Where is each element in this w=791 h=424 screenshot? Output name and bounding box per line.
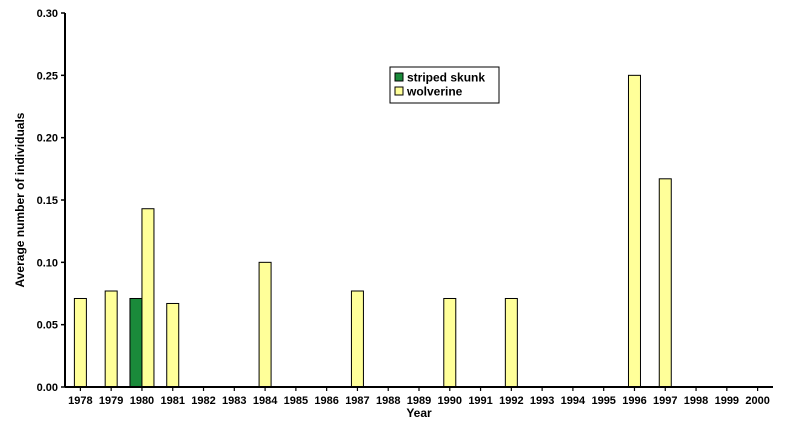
x-tick-label: 1982 <box>191 395 215 407</box>
x-tick-label: 1986 <box>314 395 338 407</box>
bar-striped-skunk-1980 <box>129 297 143 388</box>
y-tick-label: 0.15 <box>37 195 58 207</box>
x-tick-label: 2000 <box>745 395 769 407</box>
y-tick-label: 0.10 <box>37 257 58 269</box>
x-tick-label: 1989 <box>407 395 431 407</box>
x-tick-label: 1981 <box>160 395 184 407</box>
x-tick-label: 1983 <box>222 395 246 407</box>
bar-wolverine-1981 <box>166 302 180 388</box>
x-tick-label: 1993 <box>530 395 554 407</box>
legend: striped skunk wolverine <box>389 66 500 104</box>
bar-wolverine-1984 <box>258 261 272 388</box>
bar-wolverine-1979 <box>104 290 118 388</box>
x-tick-label: 1990 <box>438 395 462 407</box>
x-axis-ticks: 1978 1979 1980 1981 1982 1983 1984 1985 1986 1987… <box>68 387 770 407</box>
x-tick-label: 1997 <box>653 395 677 407</box>
x-tick-label: 1992 <box>499 395 523 407</box>
bar-wolverine-1996 <box>627 74 641 388</box>
bar-wolverine-1978 <box>73 297 87 388</box>
x-tick-label: 1999 <box>715 395 739 407</box>
y-tick-label: 0.25 <box>37 70 58 82</box>
x-tick-label: 1988 <box>376 395 400 407</box>
legend-swatch-wolverine <box>394 86 404 96</box>
bar-wolverine-1997 <box>658 178 672 388</box>
x-tick-label: 1991 <box>468 395 492 407</box>
x-tick-label: 1998 <box>684 395 708 407</box>
x-tick-label: 1978 <box>68 395 92 407</box>
x-axis-title: Year <box>406 406 432 420</box>
y-tick-label: 0.00 <box>37 382 58 394</box>
bar-wolverine-1992 <box>504 297 518 388</box>
y-tick-label: 0.20 <box>37 133 58 145</box>
x-tick-label: 1995 <box>591 395 615 407</box>
x-tick-label: 1996 <box>622 395 646 407</box>
legend-label-striped-skunk: striped skunk <box>407 71 485 85</box>
y-axis-title: Average number of individuals <box>13 112 27 287</box>
x-tick-label: 1994 <box>561 395 586 407</box>
y-tick-label: 0.30 <box>37 8 58 20</box>
bar-wolverine-1990 <box>443 297 457 388</box>
bars-layer <box>73 74 672 388</box>
y-tick-label: 0.05 <box>37 320 58 332</box>
legend-label-wolverine: wolverine <box>406 85 463 99</box>
bar-wolverine-1987 <box>350 290 364 388</box>
x-tick-label: 1980 <box>130 395 154 407</box>
x-tick-label: 1984 <box>253 395 278 407</box>
x-tick-label: 1987 <box>345 395 369 407</box>
x-tick-label: 1979 <box>99 395 123 407</box>
legend-swatch-striped-skunk <box>394 72 404 82</box>
bar-wolverine-1980 <box>141 208 155 388</box>
legend-box <box>389 66 500 104</box>
y-axis-ticks: 0.00 0.05 0.10 0.15 0.20 0.25 0.30 <box>37 8 65 394</box>
x-tick-label: 1985 <box>284 395 308 407</box>
